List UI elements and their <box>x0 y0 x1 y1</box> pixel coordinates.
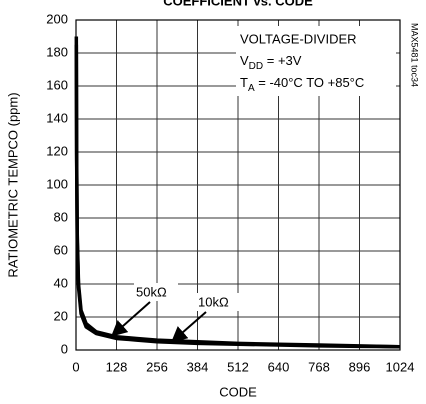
annotation: VDD = +3V <box>240 53 302 71</box>
x-tick-label: 768 <box>308 359 330 374</box>
series-line <box>74 44 400 349</box>
label-bg <box>196 293 240 311</box>
y-tick-label: 140 <box>46 110 68 125</box>
x-tick-label: 0 <box>72 359 79 374</box>
chart-title: COEFFICIENT vs. CODE <box>163 0 313 8</box>
y-tick-label: 60 <box>54 242 68 257</box>
y-tick-label: 120 <box>46 143 68 158</box>
series-label: 10kΩ <box>198 294 229 309</box>
plot-frame <box>75 19 401 351</box>
x-tick-label: 128 <box>106 359 128 374</box>
x-tick-label: 384 <box>187 359 209 374</box>
annotation-bg <box>236 26 396 96</box>
y-tick-label: 40 <box>54 275 68 290</box>
y-tick-label: 80 <box>54 209 68 224</box>
x-axis-label: CODE <box>219 384 257 399</box>
x-tick-label: 1024 <box>386 359 415 374</box>
y-tick-label: 0 <box>61 341 68 356</box>
series-label: 50kΩ <box>136 284 167 299</box>
x-tick-label: 512 <box>227 359 249 374</box>
arrow <box>111 301 151 337</box>
x-tick-label: 640 <box>268 359 290 374</box>
annotation: TA = -40°C TO +85°C <box>240 75 364 93</box>
x-tick-label: 896 <box>349 359 371 374</box>
y-tick-label: 180 <box>46 44 68 59</box>
x-tick-label: 256 <box>146 359 168 374</box>
y-axis-label: RATIOMETRIC TEMPCO (ppm) <box>5 92 20 277</box>
y-tick-label: 20 <box>54 308 68 323</box>
y-tick-label: 160 <box>46 77 68 92</box>
annotation: VOLTAGE-DIVIDER <box>240 31 357 46</box>
label-bg <box>134 283 178 301</box>
figure-id: MAX5481 toc34 <box>410 23 420 87</box>
y-tick-label: 100 <box>46 176 68 191</box>
y-tick-label: 200 <box>46 11 68 26</box>
arrow <box>170 311 207 343</box>
